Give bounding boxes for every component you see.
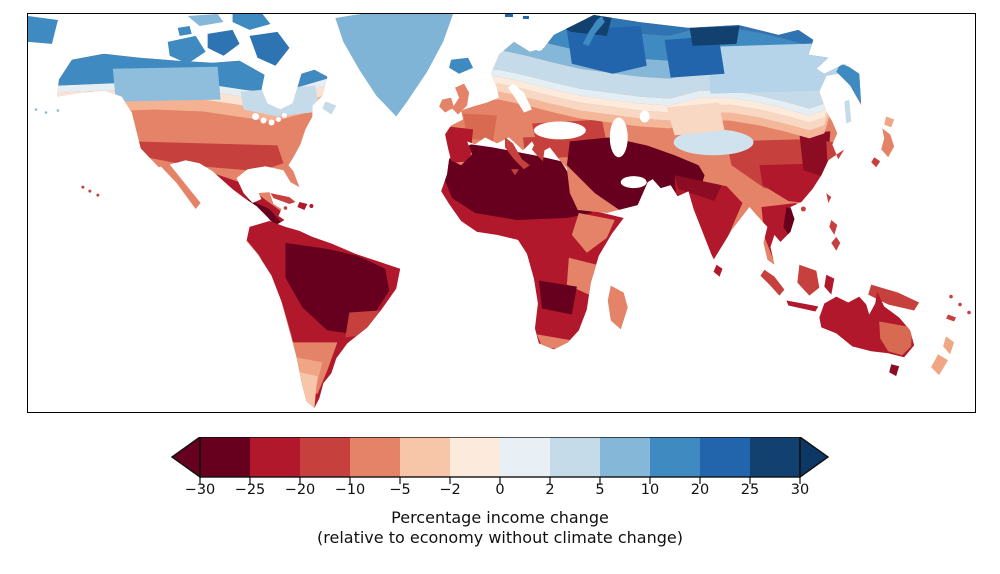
java: [786, 300, 819, 312]
colorbar-bin: [750, 437, 800, 477]
southeast-australia: [879, 321, 913, 356]
colorbar-bin: [300, 437, 350, 477]
italy: [504, 137, 530, 170]
europe-islands: [439, 14, 605, 176]
philippines: [831, 236, 841, 251]
colorbar-tick-label: 25: [740, 482, 760, 498]
colorbar-svg: [170, 435, 830, 484]
tasmania: [889, 364, 900, 377]
colorbar-tick-label: 5: [595, 482, 605, 498]
hawaii: [81, 185, 100, 197]
colorbar-tick-label: −20: [284, 482, 316, 498]
arctic-islands: [167, 14, 290, 66]
caspian-sea: [609, 117, 628, 158]
patagonia: [297, 372, 318, 409]
caribbean-islands: [270, 193, 314, 211]
sahara-sahel: [441, 144, 592, 220]
black-sea: [533, 121, 586, 140]
colorbar-bin: [600, 437, 650, 477]
colorbar-title-line1: Percentage income change: [391, 508, 609, 527]
sakhalin: [844, 99, 852, 124]
colorbar-tick-label: 10: [640, 482, 660, 498]
tibetan-plateau: [673, 129, 754, 156]
novaya-zemlya: [582, 15, 605, 46]
colorbar-tick-label: 30: [790, 482, 810, 498]
chukotka-wrap: [28, 15, 58, 44]
greenland: [335, 14, 454, 117]
colorbar-over-arrow: [799, 435, 830, 479]
colorbar-tick-label: −30: [184, 482, 216, 498]
colorbar-tick-label: 20: [690, 482, 710, 498]
colorbar-bin: [350, 437, 400, 477]
colorbar-tick-label: −5: [389, 482, 411, 498]
colorbar-tick-label: −10: [334, 482, 366, 498]
sulawesi: [824, 274, 835, 295]
new-guinea: [868, 284, 920, 311]
persian-gulf: [620, 176, 647, 189]
colorbar-tick-label: 2: [545, 482, 555, 498]
colorbar-tick-label: 0: [495, 482, 505, 498]
aleutian-islands: [34, 108, 60, 114]
colorbar-bin: [550, 437, 600, 477]
borneo: [797, 264, 820, 296]
colorbar-title-line2: (relative to economy without climate cha…: [317, 528, 683, 547]
colorbar: [170, 435, 830, 485]
colorbar-under-arrow: [170, 435, 201, 479]
madagascar: [607, 285, 628, 330]
new-caledonia: [946, 314, 957, 322]
colorbar-tick-labels: −30 −25 −20 −10 −5 −2 0 2 5 10 20 25 30: [0, 482, 1000, 500]
colorbar-bin: [450, 437, 500, 477]
newfoundland: [322, 101, 337, 115]
new-zealand: [931, 336, 955, 376]
ireland: [439, 97, 455, 113]
world-map: [28, 14, 975, 412]
colorbar-bin: [500, 437, 550, 477]
pacific-islands: [946, 294, 971, 322]
colorbar-tick-label: −2: [439, 482, 461, 498]
iceland: [449, 57, 474, 74]
baltic-sea: [507, 83, 532, 113]
great-britain: [452, 83, 470, 115]
colorbar-tick-label: −25: [234, 482, 266, 498]
greece: [531, 143, 545, 162]
colorbar-bin: [400, 437, 450, 477]
kamchatka: [836, 63, 862, 106]
colorbar-bin: [700, 437, 750, 477]
colorbar-bin: [650, 437, 700, 477]
sri-lanka: [713, 264, 723, 277]
amazon-basin: [285, 242, 390, 335]
taiwan: [826, 193, 832, 204]
asia-islands: [713, 99, 920, 312]
baja-california: [160, 163, 201, 210]
colorbar-bin: [200, 437, 250, 477]
colorbar-bin: [250, 437, 300, 477]
sumatra: [760, 269, 785, 296]
map-frame: [27, 13, 976, 413]
japan: [881, 128, 895, 158]
iberia: [445, 125, 474, 164]
